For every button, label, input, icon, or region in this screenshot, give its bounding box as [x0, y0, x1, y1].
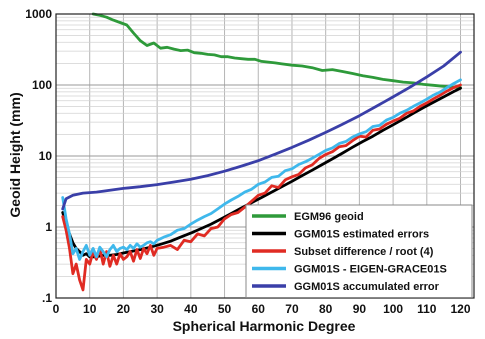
x-axis-title: Spherical Harmonic Degree	[173, 318, 356, 334]
x-tick-label: 100	[383, 302, 403, 316]
x-tick-label: 30	[150, 302, 164, 316]
series-line-4	[61, 78, 462, 261]
x-tick-label: 0	[53, 302, 60, 316]
x-tick-label: 20	[117, 302, 131, 316]
y-tick-label: 1	[45, 220, 52, 234]
y-tick-labels: .1 1 10 100 1000	[25, 7, 52, 305]
x-tick-label: 110	[417, 302, 437, 316]
x-tick-labels: 0 10 20 30 40 50 60 70 80 90 100 110 120	[53, 302, 471, 316]
x-tick-label: 80	[319, 302, 333, 316]
legend-label: EGM96 geoid	[294, 211, 364, 223]
legend-label: GGM01S - EIGEN-GRACE01S	[294, 264, 447, 276]
y-tick-label: 10	[39, 149, 53, 163]
y-tick-label: 1000	[25, 7, 52, 21]
series-line-1	[91, 12, 462, 89]
legend-label: GGM01S accumulated error	[294, 281, 440, 293]
legend-label: Subset difference / root (4)	[294, 246, 434, 258]
x-tick-label: 10	[83, 302, 97, 316]
series-lines	[61, 12, 462, 292]
x-tick-label: 90	[353, 302, 367, 316]
y-axis-title: Geoid Height (mm)	[7, 92, 23, 217]
y-tick-label: .1	[42, 291, 52, 305]
legend: EGM96 geoid GGM01S estimated errors Subset…	[245, 204, 473, 298]
x-tick-label: 70	[285, 302, 299, 316]
series-line-3	[61, 83, 462, 292]
series-line-5	[61, 50, 462, 211]
y-tick-label: 100	[32, 78, 52, 92]
x-tick-label: 60	[252, 302, 266, 316]
x-tick-label: 50	[218, 302, 232, 316]
legend-label: GGM01S estimated errors	[294, 229, 429, 241]
x-tick-label: 120	[451, 302, 471, 316]
x-tick-label: 40	[184, 302, 198, 316]
